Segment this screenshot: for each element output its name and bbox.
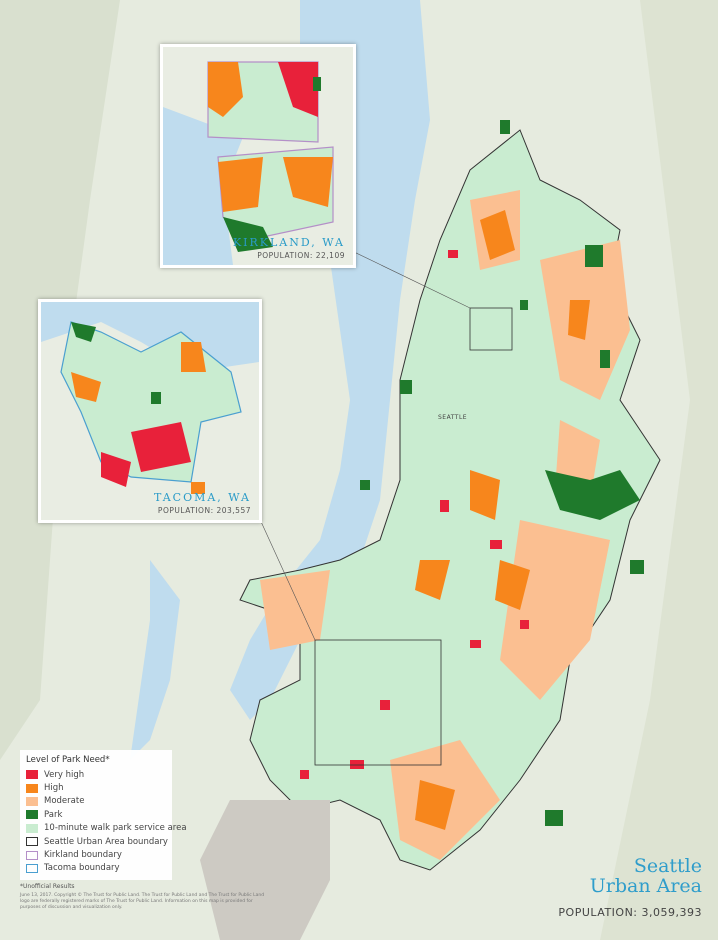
legend-label: Moderate <box>44 796 85 807</box>
legend-item-park: Park <box>26 808 166 821</box>
kirkland-inset[interactable]: KIRKLAND, WA POPULATION: 22,109 <box>160 44 356 268</box>
legend-label: Tacoma boundary <box>44 863 120 874</box>
legend-item-seattle-boundary: Seattle Urban Area boundary <box>26 835 168 848</box>
tacoma-locator-box[interactable] <box>314 639 442 766</box>
legend-item-tacoma-boundary: Tacoma boundary <box>26 862 166 875</box>
terrain-east <box>600 0 718 940</box>
tacoma-inset[interactable]: TACOMA, WA POPULATION: 203,557 <box>38 299 262 523</box>
kirkland-inset-population: POPULATION: 22,109 <box>257 251 345 260</box>
legend-label: Very high <box>44 769 85 780</box>
kirkland-locator-box[interactable] <box>469 307 513 351</box>
tacoma-inset-title: TACOMA, WA <box>153 491 251 504</box>
tacoma-inset-population: POPULATION: 203,557 <box>157 506 251 515</box>
legend-item-high: High <box>26 781 166 794</box>
legend-title: Level of Park Need* <box>26 755 110 765</box>
legend-swatch <box>26 850 38 860</box>
legend-item-very-high: Very high <box>26 768 166 781</box>
legend-swatch <box>26 823 38 833</box>
legend-swatch <box>26 863 38 873</box>
tacoma-leader-line <box>257 514 316 641</box>
legend-item-kirkland-boundary: Kirkland boundary <box>26 848 166 861</box>
legend-label: High <box>44 783 64 794</box>
map-title: Seattle Urban Area <box>590 856 702 896</box>
legend-swatch <box>26 783 38 793</box>
legend-label: 10-minute walk park service area <box>44 823 187 834</box>
legend-label: Kirkland boundary <box>44 850 122 861</box>
legend-item-moderate: Moderate <box>26 795 166 808</box>
park-areas <box>360 120 644 826</box>
puget-sound-water <box>230 0 430 720</box>
kirkland-inset-title: KIRKLAND, WA <box>232 236 345 249</box>
legend-swatch <box>26 837 38 847</box>
need-high-areas <box>415 210 590 830</box>
kirkland-inset-map <box>163 61 334 265</box>
map-title-line2: Urban Area <box>589 875 702 897</box>
seattle-city-label: SEATTLE <box>438 414 468 421</box>
legend-label: Seattle Urban Area boundary <box>44 836 168 847</box>
tacoma-inset-map <box>41 302 259 494</box>
footnote: *Unofficial Results <box>20 883 75 890</box>
need-very-high-areas <box>300 250 529 779</box>
map-title-line1: Seattle <box>633 855 702 877</box>
legend-swatch <box>26 810 38 820</box>
legend-label: Park <box>44 809 63 820</box>
kirkland-leader-line <box>349 249 471 309</box>
legend-item-walk-area: 10-minute walk park service area <box>26 822 187 835</box>
legend-swatch <box>26 770 38 780</box>
city-outskirts-gray <box>200 800 330 940</box>
copyright-text: June 13, 2017. Copyright © The Trust for… <box>20 893 265 910</box>
legend: Level of Park Need* Very high High Moder… <box>20 750 187 880</box>
legend-swatch <box>26 796 38 806</box>
hood-canal-water <box>130 560 180 760</box>
map-population: POPULATION: 3,059,393 <box>558 906 702 919</box>
